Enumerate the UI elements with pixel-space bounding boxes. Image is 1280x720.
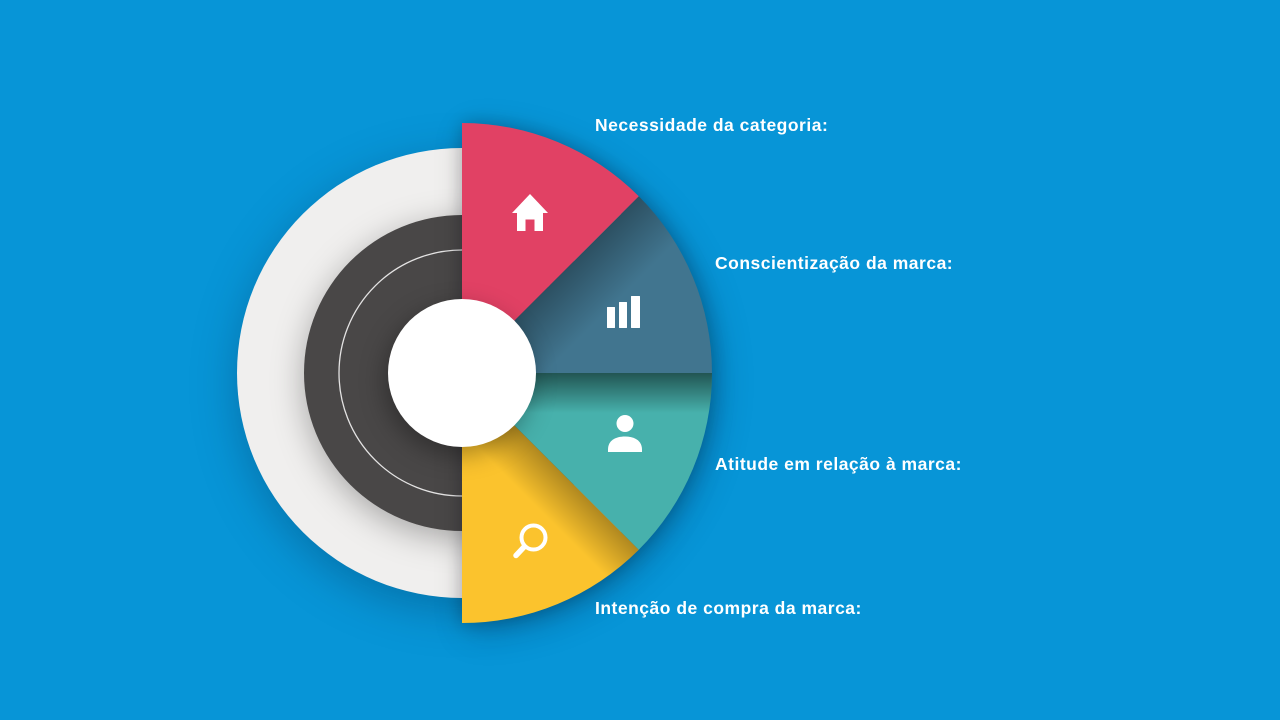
wedge-icons	[512, 194, 642, 559]
person-icon	[608, 415, 642, 452]
search-icon	[513, 523, 548, 559]
label-brand-awareness: Conscientização da marca:	[715, 253, 954, 273]
label-purchase-intention: Intenção de compra da marca:	[595, 598, 862, 618]
label-brand-attitude: Atitude em relação à marca:	[715, 454, 962, 474]
bar-chart-icon	[607, 296, 640, 328]
wedge-brand-awareness-shadow	[462, 196, 712, 373]
wedge-category-need	[462, 123, 639, 373]
wedge-brand-attitude-shadow	[462, 373, 712, 550]
home-icon	[512, 194, 548, 231]
wedge-purchase-intention-shadow	[462, 373, 639, 623]
hub-circle	[388, 299, 536, 447]
label-category-need: Necessidade da categoria:	[595, 115, 829, 135]
